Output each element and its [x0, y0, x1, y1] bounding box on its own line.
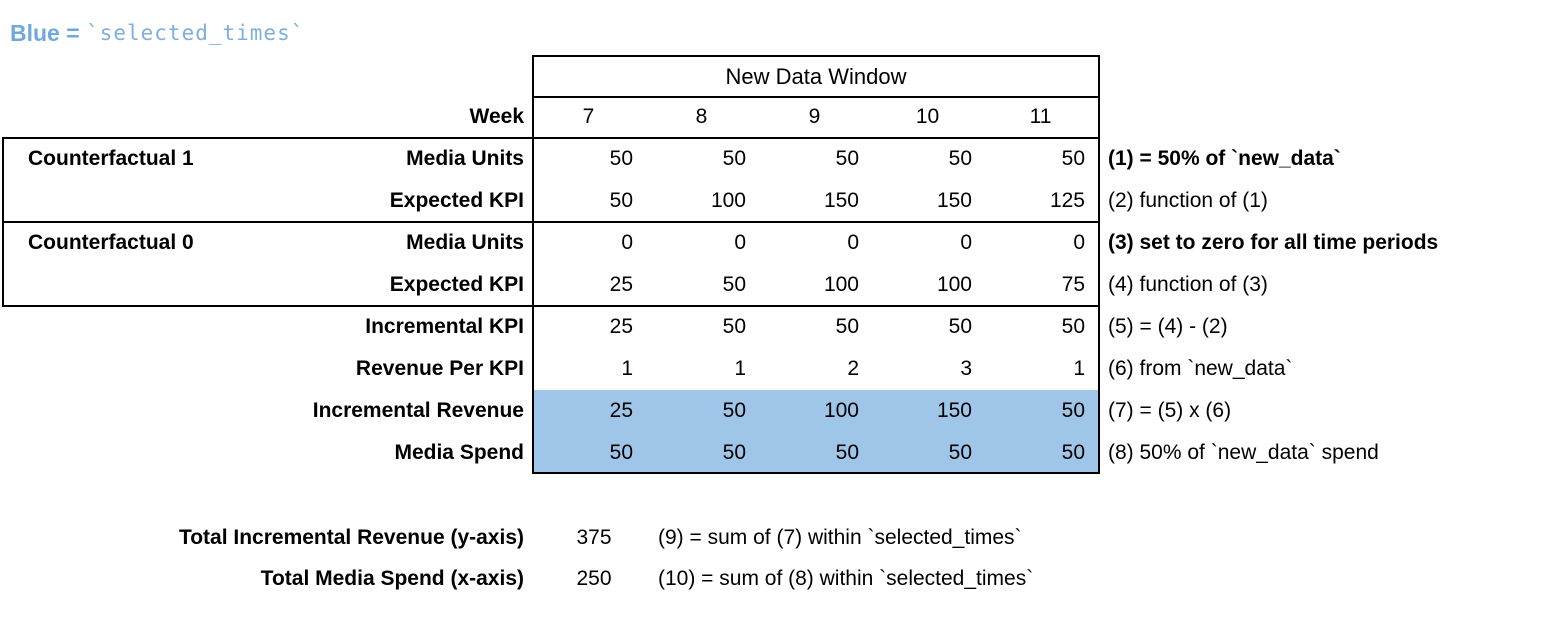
- total-media-spend-row: Total Media Spend (x-axis) 250 (10) = su…: [0, 558, 1544, 600]
- table-row-media-spend: Media Spend 50 50 50 50 50 (8) 50% of `n…: [0, 432, 1544, 474]
- row-annotation: (8) 50% of `new_data` spend: [1108, 441, 1379, 464]
- week-number: 10: [915, 105, 940, 128]
- cell-value: 50: [609, 441, 633, 464]
- cell-value: 50: [835, 441, 859, 464]
- cell-value: 100: [823, 273, 859, 296]
- row-annotation: (1) = 50% of `new_data`: [1108, 147, 1341, 170]
- cell-value: 50: [835, 315, 859, 338]
- cell-value: 1: [621, 357, 633, 380]
- table-row-media-units-cf1: Counterfactual 1 Media Units 50 50 50 50…: [0, 138, 1544, 180]
- row-annotation: (7) = (5) x (6): [1108, 399, 1232, 422]
- cell-value: 1: [734, 357, 746, 380]
- row-label: Media Units: [406, 231, 524, 254]
- cell-value: 50: [722, 315, 746, 338]
- row-annotation: (5) = (4) - (2): [1108, 315, 1228, 338]
- cell-value: 100: [823, 399, 859, 422]
- row-label: Media Units: [406, 147, 524, 170]
- border-data-right: [1098, 55, 1100, 474]
- cell-value: 150: [823, 189, 859, 212]
- cell-value: 1: [1073, 357, 1085, 380]
- cell-value: 125: [1049, 189, 1085, 212]
- cell-value: 75: [1061, 273, 1085, 296]
- cell-value: 50: [609, 147, 633, 170]
- row-annotation: (4) function of (3): [1108, 273, 1268, 296]
- cell-value: 0: [734, 231, 746, 254]
- row-label: Incremental Revenue: [312, 399, 524, 422]
- cell-value: 50: [722, 147, 746, 170]
- legend-note: Blue = `selected_times`: [10, 18, 304, 48]
- table-row-expected-kpi-cf1: Expected KPI 50 100 150 150 125 (2) func…: [0, 180, 1544, 222]
- border-week-bottom: [2, 137, 1100, 139]
- cell-value: 100: [710, 189, 746, 212]
- row-annotation: (2) function of (1): [1108, 189, 1268, 212]
- border-header-bottom: [532, 96, 1100, 98]
- cell-value: 50: [948, 441, 972, 464]
- total-value: 250: [576, 567, 612, 590]
- cell-value: 50: [948, 147, 972, 170]
- row-label: Expected KPI: [389, 273, 524, 296]
- row-label: Expected KPI: [389, 189, 524, 212]
- week-number: 9: [808, 105, 821, 128]
- border-labelbox-left: [2, 137, 4, 307]
- cell-value: 25: [609, 315, 633, 338]
- group-label: Counterfactual 1: [28, 147, 194, 170]
- row-annotation: (3) set to zero for all time periods: [1108, 231, 1439, 254]
- total-value: 375: [576, 526, 612, 549]
- legend-note-prefix: Blue =: [10, 19, 87, 46]
- new-data-window-header: New Data Window: [725, 63, 907, 89]
- border-cf1-bottom: [2, 221, 1100, 223]
- border-data-left: [532, 55, 534, 474]
- cell-value: 100: [936, 273, 972, 296]
- cell-value: 50: [722, 441, 746, 464]
- cell-value: 50: [948, 315, 972, 338]
- cell-value: 50: [722, 273, 746, 296]
- total-annotation: (10) = sum of (8) within `selected_times…: [658, 567, 1034, 590]
- week-label: Week: [469, 105, 524, 128]
- week-number: 8: [695, 105, 708, 128]
- total-label: Total Incremental Revenue (y-axis): [178, 526, 524, 549]
- row-label: Media Spend: [394, 441, 524, 464]
- table-row-incremental-kpi: Incremental KPI 25 50 50 50 50 (5) = (4)…: [0, 306, 1544, 348]
- legend-note-code: `selected_times`: [86, 21, 305, 45]
- week-number: 11: [1029, 105, 1052, 128]
- week-header-row: Week 7 8 9 10 11: [0, 96, 1544, 138]
- row-annotation: (6) from `new_data`: [1108, 357, 1293, 380]
- border-cf0-bottom: [2, 305, 1100, 307]
- row-label: Incremental KPI: [365, 315, 524, 338]
- cell-value: 50: [722, 399, 746, 422]
- cell-value: 2: [847, 357, 859, 380]
- cell-value: 25: [609, 273, 633, 296]
- cell-value: 150: [936, 189, 972, 212]
- table-row-expected-kpi-cf0: Expected KPI 25 50 100 100 75 (4) functi…: [0, 264, 1544, 306]
- total-label: Total Media Spend (x-axis): [260, 567, 524, 590]
- row-label: Revenue Per KPI: [355, 357, 524, 380]
- cell-value: 150: [936, 399, 972, 422]
- cell-value: 50: [1061, 315, 1085, 338]
- cell-value: 50: [835, 147, 859, 170]
- border-header-top: [532, 55, 1100, 57]
- cell-value: 0: [621, 231, 633, 254]
- table-row-media-units-cf0: Counterfactual 0 Media Units 0 0 0 0 0 (…: [0, 222, 1544, 264]
- group-label: Counterfactual 0: [28, 231, 194, 254]
- border-table-bottom: [532, 472, 1100, 474]
- cell-value: 0: [847, 231, 859, 254]
- cell-value: 50: [1061, 441, 1085, 464]
- total-annotation: (9) = sum of (7) within `selected_times`: [658, 526, 1022, 549]
- cell-value: 0: [1073, 231, 1085, 254]
- week-number: 7: [582, 105, 595, 128]
- cell-value: 50: [609, 189, 633, 212]
- cell-value: 0: [960, 231, 972, 254]
- cell-value: 3: [960, 357, 972, 380]
- total-incremental-revenue-row: Total Incremental Revenue (y-axis) 375 (…: [0, 517, 1544, 559]
- cell-value: 25: [609, 399, 633, 422]
- table-row-revenue-per-kpi: Revenue Per KPI 1 1 2 3 1 (6) from `new_…: [0, 348, 1544, 390]
- cell-value: 50: [1061, 399, 1085, 422]
- table-row-incremental-revenue: Incremental Revenue 25 50 100 150 50 (7)…: [0, 390, 1544, 432]
- cell-value: 50: [1061, 147, 1085, 170]
